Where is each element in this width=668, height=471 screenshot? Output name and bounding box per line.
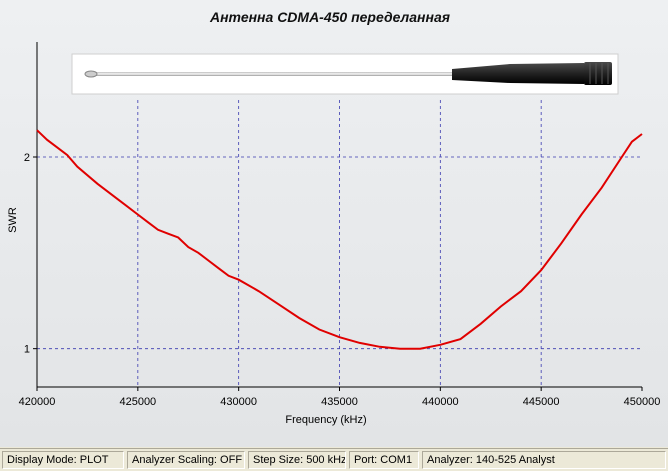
x-tick-label: 445000 [523,396,560,408]
x-tick-label: 440000 [422,396,459,408]
antenna-connector [584,62,612,85]
status-port: Port: COM1 [349,451,419,469]
y-tick-label: 2 [24,152,30,164]
x-axis-label: Frequency (kHz) [285,414,366,426]
x-tick-label: 450000 [624,396,661,408]
grid [37,100,642,387]
x-tick-label: 420000 [19,396,56,408]
swr-chart: Антенна CDMA-450 переделанная 420000 4250… [7,9,661,426]
status-display-mode: Display Mode: PLOT [2,451,124,469]
antenna-rod [94,72,454,76]
status-step-size: Step Size: 500 kHz [248,451,346,469]
swr-series-line [36,129,643,350]
chart-title: Антенна CDMA-450 переделанная [209,9,450,25]
status-bar: Display Mode: PLOT Analyzer Scaling: OFF… [0,448,668,471]
x-tick-label: 425000 [119,396,156,408]
antenna-tip [84,70,98,78]
status-analyzer: Analyzer: 140-525 Analyst [422,451,666,469]
status-analyzer-scaling: Analyzer Scaling: OFF [127,451,245,469]
antenna-photo [71,53,619,95]
tick-labels: 420000 425000 430000 435000 440000 445000 4500… [19,152,661,408]
antenna-body [452,63,584,84]
chart-area: Антенна CDMA-450 переделанная 420000 4250… [0,0,668,447]
x-tick-label: 435000 [321,396,358,408]
y-tick-label: 1 [24,344,30,356]
y-axis-label: SWR [7,207,19,233]
x-tick-label: 430000 [220,396,257,408]
